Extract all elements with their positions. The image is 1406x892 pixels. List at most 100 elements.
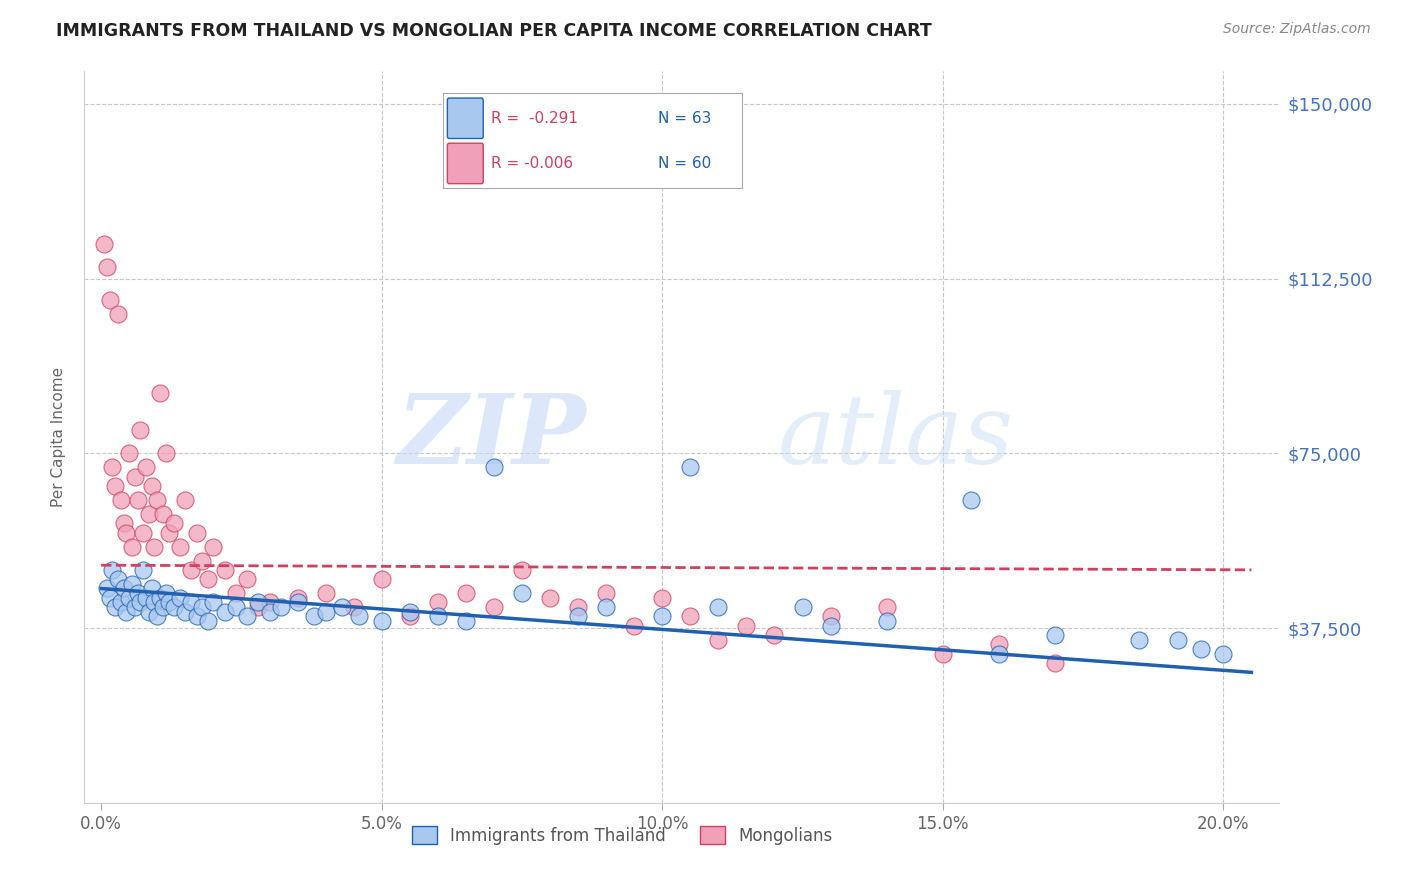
- Point: [197, 614, 219, 628]
- Point: [149, 591, 172, 605]
- Point: [180, 563, 202, 577]
- Point: [236, 609, 259, 624]
- Point: [98, 591, 121, 605]
- Point: [157, 525, 180, 540]
- Point: [287, 595, 309, 609]
- Point: [707, 632, 730, 647]
- Point: [567, 600, 589, 615]
- Point: [820, 619, 842, 633]
- Point: [454, 614, 477, 628]
- Point: [141, 582, 163, 596]
- Point: [315, 586, 337, 600]
- Point: [155, 586, 177, 600]
- Point: [118, 591, 141, 605]
- Point: [141, 479, 163, 493]
- Text: Source: ZipAtlas.com: Source: ZipAtlas.com: [1223, 22, 1371, 37]
- Point: [735, 619, 758, 633]
- Point: [163, 516, 186, 531]
- Point: [1043, 628, 1066, 642]
- Point: [138, 507, 160, 521]
- Point: [152, 600, 174, 615]
- Point: [763, 628, 786, 642]
- Point: [135, 460, 157, 475]
- Point: [152, 507, 174, 521]
- Point: [987, 647, 1010, 661]
- Point: [987, 637, 1010, 651]
- Point: [214, 563, 236, 577]
- Point: [169, 540, 191, 554]
- Point: [225, 600, 247, 615]
- Point: [214, 605, 236, 619]
- Point: [174, 605, 197, 619]
- Point: [482, 600, 505, 615]
- Point: [110, 493, 132, 508]
- Point: [121, 577, 143, 591]
- Point: [124, 469, 146, 483]
- Point: [332, 600, 354, 615]
- Text: ZIP: ZIP: [396, 390, 586, 484]
- Point: [595, 600, 617, 615]
- Point: [202, 540, 225, 554]
- Point: [315, 605, 337, 619]
- Point: [129, 423, 152, 437]
- Point: [236, 572, 259, 586]
- Point: [93, 236, 115, 251]
- Point: [651, 609, 673, 624]
- Point: [96, 260, 118, 274]
- Point: [426, 595, 449, 609]
- Point: [1043, 656, 1066, 670]
- Point: [247, 600, 270, 615]
- Point: [143, 540, 166, 554]
- Point: [510, 563, 533, 577]
- Point: [104, 479, 127, 493]
- Point: [191, 600, 214, 615]
- Point: [163, 600, 186, 615]
- Point: [101, 563, 124, 577]
- Point: [876, 614, 898, 628]
- Point: [96, 582, 118, 596]
- Point: [127, 586, 149, 600]
- Point: [107, 307, 129, 321]
- Point: [343, 600, 366, 615]
- Point: [186, 525, 208, 540]
- Point: [1128, 632, 1150, 647]
- Point: [101, 460, 124, 475]
- Point: [174, 493, 197, 508]
- Point: [510, 586, 533, 600]
- Point: [107, 572, 129, 586]
- Point: [115, 605, 138, 619]
- Point: [482, 460, 505, 475]
- Point: [112, 582, 135, 596]
- Point: [876, 600, 898, 615]
- Point: [146, 493, 169, 508]
- Point: [110, 595, 132, 609]
- Point: [135, 591, 157, 605]
- Point: [820, 609, 842, 624]
- Point: [426, 609, 449, 624]
- Point: [454, 586, 477, 600]
- Point: [595, 586, 617, 600]
- Point: [104, 600, 127, 615]
- Point: [304, 609, 326, 624]
- Point: [129, 595, 152, 609]
- Point: [132, 525, 155, 540]
- Point: [124, 600, 146, 615]
- Point: [115, 525, 138, 540]
- Point: [707, 600, 730, 615]
- Point: [270, 600, 292, 615]
- Point: [259, 605, 281, 619]
- Point: [98, 293, 121, 307]
- Point: [247, 595, 270, 609]
- Point: [132, 563, 155, 577]
- Point: [371, 572, 394, 586]
- Point: [623, 619, 645, 633]
- Point: [118, 446, 141, 460]
- Point: [679, 460, 702, 475]
- Point: [127, 493, 149, 508]
- Point: [960, 493, 983, 508]
- Point: [197, 572, 219, 586]
- Point: [567, 609, 589, 624]
- Point: [287, 591, 309, 605]
- Point: [1167, 632, 1189, 647]
- Point: [349, 609, 371, 624]
